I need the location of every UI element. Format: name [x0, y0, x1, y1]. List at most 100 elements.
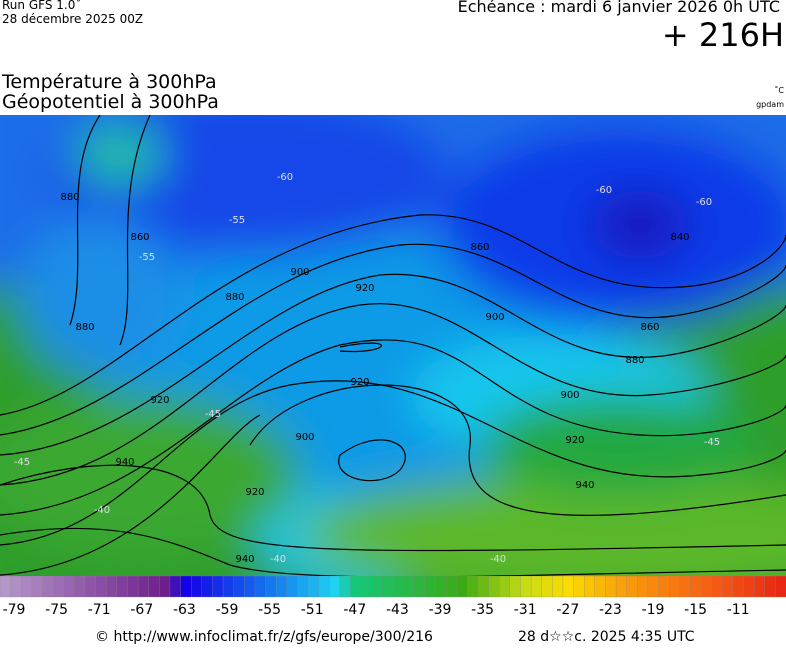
colorbar-swatch — [445, 576, 458, 598]
colorbar-swatch — [414, 576, 426, 598]
colorbar-swatch — [339, 576, 352, 598]
colorbar-swatch — [764, 576, 776, 598]
temperature-label: -60 — [596, 185, 612, 196]
colorbar-swatch — [722, 576, 734, 598]
colorbar-swatch — [467, 576, 479, 598]
colorbar-label: -27 — [556, 602, 579, 618]
height-label: 880 — [75, 322, 94, 333]
colorbar-swatch — [212, 576, 224, 598]
colorbar-label: -71 — [88, 602, 111, 618]
colorbar-swatch — [509, 576, 522, 598]
colorbar-swatch — [116, 576, 129, 598]
colorbar-label: -35 — [471, 602, 494, 618]
colorbar-label: -15 — [684, 602, 707, 618]
height-label: 920 — [150, 395, 169, 406]
colorbar-swatch — [658, 576, 670, 598]
temperature-label: -40 — [490, 554, 506, 565]
run-date: 28 décembre 2025 00Z — [2, 12, 144, 26]
colorbar-swatch — [244, 576, 256, 598]
colorbar-swatch — [605, 576, 617, 598]
colorbar-swatch — [233, 576, 245, 598]
colorbar-label: -19 — [642, 602, 665, 618]
colorbar-swatch — [499, 576, 511, 598]
colorbar-swatch — [265, 576, 277, 598]
colorbar-swatch — [552, 576, 564, 598]
colorbar-swatch — [350, 576, 362, 598]
colorbar-swatch — [31, 576, 44, 598]
colorbar-swatch — [530, 576, 543, 598]
colorbar-swatch — [711, 576, 723, 598]
colorbar-label: -63 — [173, 602, 196, 618]
height-label: 920 — [245, 487, 264, 498]
colorbar-swatch — [21, 576, 33, 598]
colorbar-swatch — [732, 576, 745, 598]
colorbar-swatch — [456, 576, 468, 598]
colorbar-swatch — [594, 576, 606, 598]
colorbar-swatch — [159, 576, 171, 598]
temperature-label: -55 — [229, 215, 245, 226]
colorbar-swatch — [329, 576, 341, 598]
colorbar-swatch — [360, 576, 373, 598]
unit-temperature: ˚C — [774, 86, 784, 95]
colorbar-swatch — [562, 576, 575, 598]
height-label: 940 — [115, 457, 134, 468]
colorbar-swatch — [573, 576, 585, 598]
echeance: Echéance : mardi 6 janvier 2026 0h UTC — [457, 0, 780, 16]
height-label: 900 — [290, 267, 309, 278]
colorbar-swatch — [669, 576, 681, 598]
temperature-field — [0, 115, 786, 576]
colorbar-swatch — [435, 576, 447, 598]
run-label: Run GFS 1.0˚ — [2, 0, 82, 12]
colorbar-label: -59 — [216, 602, 239, 618]
colorbar-swatch — [647, 576, 660, 598]
colorbar-label: -55 — [258, 602, 281, 618]
colorbar-swatch — [63, 576, 75, 598]
colorbar-label: -23 — [599, 602, 622, 618]
height-label: 840 — [670, 232, 689, 243]
height-label: 860 — [130, 232, 149, 243]
colorbar-swatch — [74, 576, 86, 598]
colorbar-swatch — [520, 576, 532, 598]
colorbar-swatch — [679, 576, 691, 598]
colorbar-swatch — [222, 576, 235, 598]
colorbar-swatch — [106, 576, 118, 598]
colorbar-label: -31 — [514, 602, 537, 618]
colorbar-swatch — [42, 576, 54, 598]
colorbar-swatch — [392, 576, 405, 598]
colorbar-swatch — [371, 576, 383, 598]
height-label: 940 — [235, 554, 254, 565]
footer-url: © http://www.infoclimat.fr/z/gfs/europe/… — [95, 629, 433, 645]
height-label: 900 — [560, 390, 579, 401]
colorbar-swatch — [637, 576, 649, 598]
colorbar-swatch — [743, 576, 755, 598]
colorbar-swatch — [148, 576, 160, 598]
height-label: 860 — [640, 322, 659, 333]
colorbar-swatch — [424, 576, 437, 598]
colorbar-swatch — [276, 576, 288, 598]
colorbar-label: -47 — [343, 602, 366, 618]
height-label: 920 — [355, 283, 374, 294]
colorbar-swatch — [488, 576, 500, 598]
colorbar-swatch — [690, 576, 702, 598]
colorbar-swatch — [700, 576, 713, 598]
colorbar-swatch — [584, 576, 596, 598]
colorbar-swatch — [307, 576, 320, 598]
colorbar-swatch — [127, 576, 139, 598]
colorbar-swatch — [0, 576, 12, 598]
colorbar-swatch — [541, 576, 553, 598]
temperature-label: -45 — [14, 457, 30, 468]
temperature-label: -60 — [277, 172, 293, 183]
colorbar-swatch — [403, 576, 415, 598]
colorbar-label: -67 — [130, 602, 153, 618]
unit-geopotential: gpdam — [756, 100, 784, 109]
geopotential-contours — [0, 115, 786, 576]
temperature-label: -45 — [704, 437, 720, 448]
colorbar-label: -51 — [301, 602, 324, 618]
height-label: 880 — [225, 292, 244, 303]
temperature-label: -40 — [94, 505, 110, 516]
title-geopotential: Géopotentiel à 300hPa — [2, 91, 219, 113]
height-label: 880 — [60, 192, 79, 203]
colorbar-swatch — [191, 576, 203, 598]
colorbar-label: -11 — [727, 602, 750, 618]
